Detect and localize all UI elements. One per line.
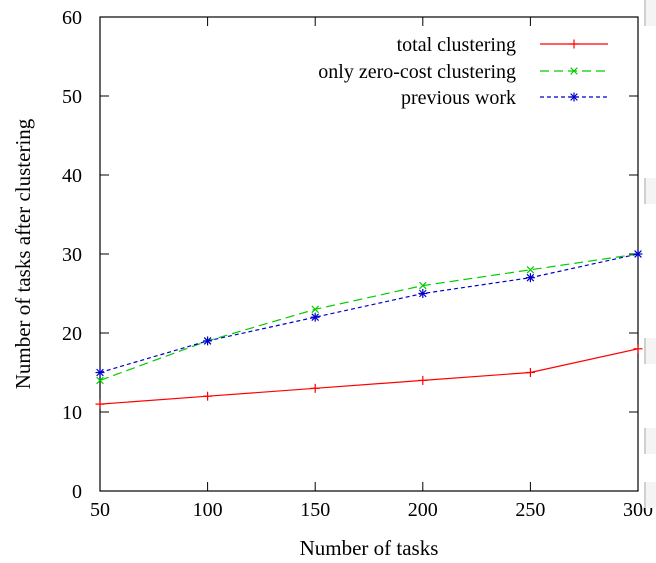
data-point	[95, 399, 105, 409]
y-axis-label: Number of tasks after clustering	[11, 118, 35, 389]
legend-marker	[570, 67, 578, 75]
edge-fragment	[644, 428, 656, 454]
series-0	[95, 344, 643, 409]
data-point	[418, 289, 428, 298]
edge-fragment	[644, 178, 656, 204]
edge-fragment	[644, 0, 656, 26]
plot-frame	[99, 16, 639, 492]
legend-marker	[569, 92, 579, 102]
data-point	[95, 368, 105, 377]
x-tick-label: 150	[300, 499, 330, 521]
data-point	[526, 266, 535, 274]
x-tick-label: 200	[408, 499, 438, 521]
series-line	[99, 253, 639, 374]
x-tick-label: 250	[515, 499, 545, 521]
legend-label: total clustering	[397, 34, 516, 56]
y-tick-label: 20	[62, 323, 82, 345]
data-point	[525, 273, 535, 283]
series-line	[99, 253, 639, 381]
legend-marker	[569, 39, 579, 49]
data-point	[203, 336, 213, 346]
data-point	[633, 344, 643, 354]
data-point	[311, 305, 319, 314]
data-point	[310, 383, 320, 393]
legend-label: only zero-cost clustering	[318, 61, 516, 83]
legend-label: previous work	[401, 87, 516, 109]
data-point	[96, 376, 104, 385]
series-1	[96, 250, 642, 385]
axes	[99, 16, 639, 492]
series-line	[99, 348, 639, 405]
x-tick-label: 50	[90, 499, 110, 521]
series	[95, 249, 643, 409]
y-tick-label: 40	[62, 165, 82, 187]
y-tick-label: 60	[62, 7, 82, 29]
data-point	[418, 375, 428, 385]
y-tick-label: 10	[62, 402, 82, 424]
y-tick-label: 0	[72, 481, 82, 503]
series-2	[95, 249, 643, 377]
data-point	[310, 312, 320, 322]
data-point	[633, 249, 643, 259]
x-tick-label: 100	[193, 499, 223, 521]
data-point	[419, 281, 427, 290]
edge-fragment	[644, 482, 656, 508]
y-tick-label: 30	[62, 244, 82, 266]
x-axis-label: Number of tasks	[300, 536, 439, 560]
legend: total clustering only zero-cost clusterin…	[318, 34, 608, 109]
data-point	[203, 391, 213, 401]
y-tick-label: 50	[62, 86, 82, 108]
data-point	[525, 368, 535, 377]
edge-fragment	[644, 338, 656, 364]
